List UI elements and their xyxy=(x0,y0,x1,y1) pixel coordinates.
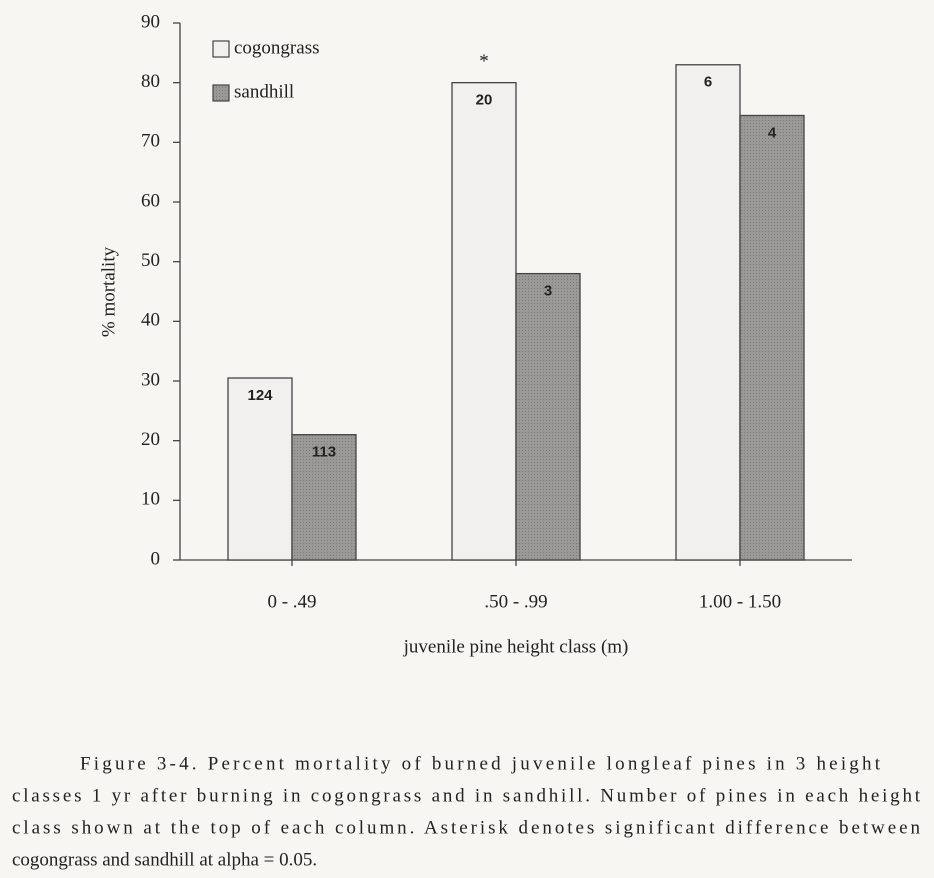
legend-swatch xyxy=(212,40,230,58)
x-axis-label: juvenile pine height class (m) xyxy=(403,636,629,657)
x-tick-label: 0 - .49 xyxy=(267,591,316,612)
bar xyxy=(739,114,805,561)
bar-count-label: 4 xyxy=(768,124,777,141)
legend-label: cogongrass xyxy=(234,37,319,58)
y-tick-label: 60 xyxy=(141,190,160,211)
y-tick-label: 0 xyxy=(151,548,161,569)
caption-line: class shown at the top of each column. A… xyxy=(12,817,920,838)
bar-count-label: 3 xyxy=(544,283,552,300)
y-tick-label: 50 xyxy=(141,250,160,271)
bar xyxy=(291,434,357,561)
legend-swatch xyxy=(212,84,230,102)
bar-count-label: 6 xyxy=(704,74,712,91)
bar-count-label: 124 xyxy=(247,387,273,404)
bar xyxy=(675,64,741,561)
y-tick-label: 40 xyxy=(141,310,160,331)
y-tick-label: 10 xyxy=(141,489,160,510)
bar-count-label: 20 xyxy=(476,92,493,109)
significance-mark: * xyxy=(479,51,489,72)
y-tick-label: 80 xyxy=(141,71,160,92)
caption-line: cogongrass and sandhill at alpha = 0.05. xyxy=(12,849,317,870)
bar xyxy=(227,377,293,561)
bar-count-label: 113 xyxy=(312,444,336,461)
x-tick-label: .50 - .99 xyxy=(484,591,547,612)
y-axis-label: % mortality xyxy=(98,246,119,337)
y-tick-label: 20 xyxy=(141,429,160,450)
y-tick-label: 90 xyxy=(141,11,160,32)
y-tick-label: 70 xyxy=(141,131,160,152)
bar xyxy=(451,82,517,561)
x-tick-label: 1.00 - 1.50 xyxy=(699,591,781,612)
legend-label: sandhill xyxy=(234,81,294,102)
bar xyxy=(515,272,581,561)
caption-line: Figure 3-4. Percent mortality of burned … xyxy=(80,753,881,774)
y-tick-label: 30 xyxy=(141,369,160,390)
